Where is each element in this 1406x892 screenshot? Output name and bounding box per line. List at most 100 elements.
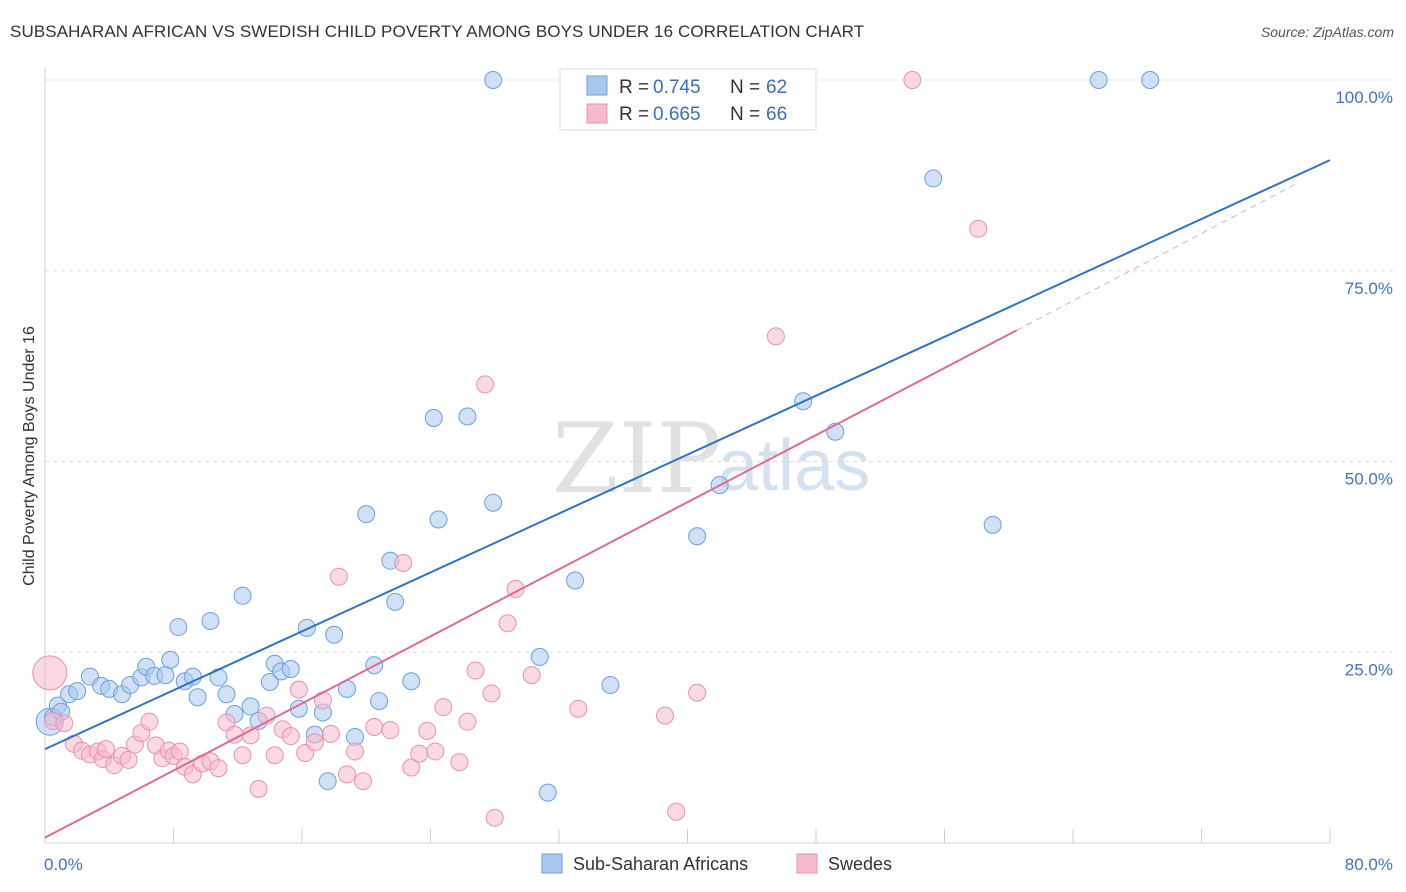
stats-n-label-blue: N = <box>730 77 760 98</box>
point-sub-saharan <box>484 71 503 89</box>
point-sub-saharan <box>217 685 236 704</box>
point-swedes <box>410 744 429 763</box>
point-sub-saharan <box>281 660 300 679</box>
point-sub-saharan <box>386 592 405 611</box>
y-tick-label: 50.0% <box>1345 470 1393 489</box>
point-swedes <box>434 698 453 717</box>
point-swedes <box>498 614 517 633</box>
stats-swatch-pink <box>586 103 608 124</box>
point-sub-saharan <box>161 650 180 669</box>
point-swedes <box>55 714 74 733</box>
source-credit: Source: ZipAtlas.com <box>1260 24 1394 40</box>
stats-r-label-pink: R = <box>619 104 649 125</box>
x-tick-label-max: 80.0% <box>1345 855 1393 874</box>
point-sub-saharan <box>688 527 707 546</box>
point-sub-saharan <box>241 697 260 716</box>
point-sub-saharan <box>260 673 279 692</box>
y-tick-label: 75.0% <box>1345 279 1393 298</box>
point-swedes <box>249 779 268 798</box>
point-swedes <box>394 553 413 572</box>
point-swedes <box>485 808 504 827</box>
point-sub-saharan <box>68 682 87 701</box>
point-sub-saharan <box>402 672 421 691</box>
point-sub-saharan <box>233 586 252 605</box>
point-swedes <box>289 680 308 699</box>
trend-lines <box>44 159 1331 839</box>
point-swedes <box>766 327 785 346</box>
stats-n-value-blue: 62 <box>766 77 787 98</box>
watermark: ZIP atlas <box>552 403 870 515</box>
watermark-atlas: atlas <box>718 426 870 506</box>
point-sub-saharan <box>1141 71 1160 89</box>
point-sub-saharan <box>325 625 344 644</box>
legend-label-swedes: Swedes <box>828 854 892 874</box>
point-sub-saharan <box>297 618 316 637</box>
point-swedes <box>329 567 348 586</box>
point-swedes <box>233 746 252 765</box>
point-swedes <box>458 712 477 731</box>
point-sub-saharan <box>424 409 443 428</box>
point-sub-saharan <box>188 688 207 707</box>
x-tick-marks <box>173 829 1331 843</box>
trend-line-swedes-extension <box>1016 182 1299 331</box>
point-sub-saharan <box>1089 71 1108 89</box>
point-swedes <box>450 753 469 772</box>
point-swedes <box>140 712 159 731</box>
y-axis-label: Child Poverty Among Boys Under 16 <box>21 326 38 586</box>
trend-line-sub-saharan <box>44 159 1331 751</box>
legend-swatch-swedes <box>796 853 818 874</box>
point-swedes <box>969 219 988 238</box>
point-sub-saharan <box>566 571 585 590</box>
point-swedes <box>381 721 400 740</box>
point-sub-saharan <box>201 611 220 630</box>
point-swedes <box>305 733 324 752</box>
y-tick-labels: 25.0% 50.0% 75.0% 100.0% <box>1335 88 1393 679</box>
point-swedes <box>667 802 686 821</box>
point-swedes <box>265 746 284 765</box>
point-swedes <box>281 727 300 746</box>
point-swedes <box>209 759 228 778</box>
watermark-zip: ZIP <box>552 403 721 515</box>
y-tick-label: 25.0% <box>1345 660 1393 679</box>
point-sub-saharan <box>429 510 448 529</box>
point-swedes <box>688 683 707 702</box>
point-swedes <box>426 742 445 761</box>
point-swedes <box>170 742 189 761</box>
point-sub-saharan <box>458 407 477 426</box>
stats-r-label-blue: R = <box>619 77 649 98</box>
y-tick-label: 100.0% <box>1335 88 1393 107</box>
point-sub-saharan <box>183 667 202 686</box>
point-sub-saharan <box>983 515 1002 534</box>
point-sub-saharan <box>169 618 188 637</box>
point-swedes <box>569 699 588 718</box>
point-sub-saharan <box>601 676 620 695</box>
point-swedes <box>656 706 675 725</box>
stats-legend: R = 0.745 N = 62 R = 0.665 N = 66 <box>559 68 817 131</box>
point-swedes <box>354 772 373 791</box>
point-sub-saharan <box>530 647 549 666</box>
point-sub-saharan <box>370 692 389 711</box>
series-swedes-points <box>32 71 988 827</box>
point-sub-saharan <box>318 772 337 791</box>
stats-swatch-blue <box>586 75 608 96</box>
point-sub-saharan <box>538 783 557 802</box>
point-swedes <box>476 375 495 394</box>
point-swedes <box>119 750 138 769</box>
point-sub-saharan <box>357 505 376 524</box>
point-sub-saharan <box>484 493 503 512</box>
point-swedes <box>346 742 365 761</box>
stats-n-label-pink: N = <box>730 104 760 125</box>
point-sub-saharan <box>156 666 175 685</box>
point-swedes <box>522 666 541 685</box>
point-swedes <box>321 724 340 743</box>
stats-r-value-blue: 0.745 <box>653 77 701 98</box>
point-swedes <box>365 718 384 737</box>
x-tick-label-min: 0.0% <box>44 855 83 874</box>
point-swedes <box>418 721 437 740</box>
stats-r-value-pink: 0.665 <box>653 104 701 125</box>
point-swedes <box>903 71 922 89</box>
legend-swatch-sub-saharan <box>541 853 563 874</box>
point-swedes <box>402 758 421 777</box>
point-swedes <box>313 691 332 710</box>
chart-title: SUBSAHARAN AFRICAN VS SWEDISH CHILD POVE… <box>10 22 865 41</box>
